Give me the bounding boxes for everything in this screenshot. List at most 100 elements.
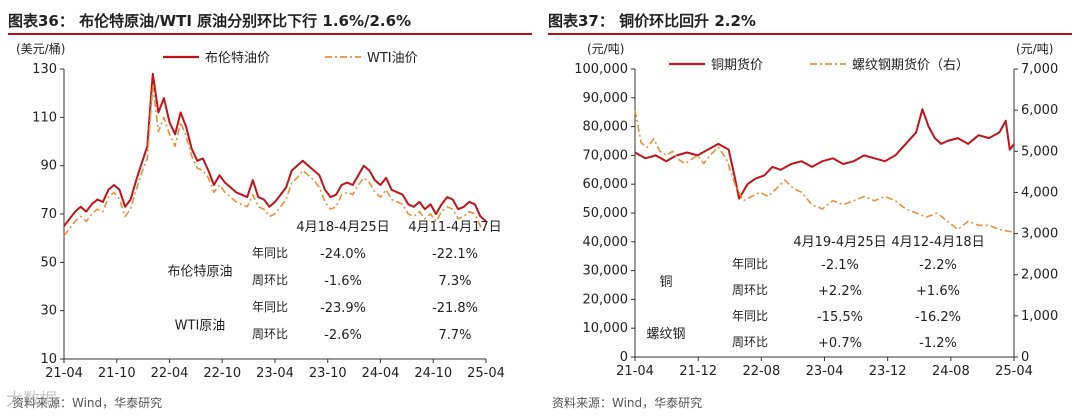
oil-chart-panel: 图表36： 布伦特原油/WTI 原油分别环比下行 1.6%/2.6% 10 30 5… bbox=[6, 10, 532, 410]
y-tick-label: 80,000 bbox=[583, 120, 629, 135]
y2-axis-unit: (元/吨) bbox=[1016, 42, 1053, 56]
y-tick-label: 50,000 bbox=[583, 206, 629, 221]
y-tick-label: 70 bbox=[40, 207, 57, 222]
y-tick-label: 30,000 bbox=[583, 264, 629, 279]
y-tick-label: 30 bbox=[40, 304, 57, 319]
series-line-2 bbox=[63, 85, 487, 237]
table-column-header: 4月18-4月25日 bbox=[296, 220, 389, 235]
legend-label: 铜期货价 bbox=[711, 57, 763, 73]
table-metric-label: 周环比 bbox=[732, 283, 768, 297]
table-group-label: 螺纹钢 bbox=[646, 327, 685, 342]
y2-tick-label: 7,000 bbox=[1021, 62, 1058, 77]
y-tick-label: 110 bbox=[32, 110, 57, 125]
x-tick-label: 21-12 bbox=[679, 364, 717, 379]
figure-heading: 布伦特原油/WTI 原油分别环比下行 1.6%/2.6% bbox=[79, 12, 412, 30]
y2-tick-label: 6,000 bbox=[1021, 103, 1058, 118]
table-column-header: 4月19-4月25日 bbox=[793, 235, 886, 250]
y-tick-label: 70,000 bbox=[583, 148, 629, 163]
x-tick-label: 23-04 bbox=[256, 366, 294, 381]
table-metric-label: 周环比 bbox=[252, 273, 288, 287]
y-tick-label: 60,000 bbox=[583, 177, 629, 192]
watermark: 大数据 bbox=[6, 390, 57, 410]
x-tick-label: 21-04 bbox=[45, 366, 83, 381]
y-tick-label: 130 bbox=[32, 62, 57, 77]
table-cell: -2.2% bbox=[919, 258, 957, 273]
table-column-header: 4月11-4月17日 bbox=[408, 220, 501, 235]
table-cell: -16.2% bbox=[915, 310, 961, 325]
table-cell: 7.3% bbox=[438, 274, 471, 289]
title-rule bbox=[548, 33, 1072, 35]
table-cell: -24.0% bbox=[320, 247, 366, 262]
x-tick-label: 22-04 bbox=[151, 366, 189, 381]
series-line-2 bbox=[634, 109, 1014, 233]
legend-label: 布伦特油价 bbox=[205, 51, 270, 66]
y-tick-label: 10 bbox=[40, 352, 57, 367]
table-group-label: 布伦特原油 bbox=[167, 265, 232, 280]
x-tick-label: 25-04 bbox=[995, 364, 1033, 379]
source-note: 资料来源：Wind，华泰研究 bbox=[12, 396, 163, 410]
x-tick-label: 25-04 bbox=[467, 366, 505, 381]
table-metric-label: 年同比 bbox=[252, 246, 288, 260]
y2-tick-label: 5,000 bbox=[1021, 144, 1058, 159]
x-tick-label: 24-10 bbox=[414, 366, 452, 381]
y-tick-label: 100,000 bbox=[574, 62, 628, 77]
y2-tick-label: 0 bbox=[1021, 350, 1029, 365]
table-cell: -2.6% bbox=[324, 328, 362, 343]
source-note: 资料来源：Wind，华泰研究 bbox=[552, 396, 703, 410]
table-cell: +0.7% bbox=[818, 336, 862, 351]
y-axis-unit: (美元/桶) bbox=[16, 41, 65, 56]
table-cell: -1.2% bbox=[919, 336, 957, 351]
y-tick-label: 10,000 bbox=[583, 321, 629, 336]
table-cell: -1.6% bbox=[324, 274, 362, 289]
table-group-label: 铜 bbox=[659, 275, 672, 290]
x-tick-label: 24-08 bbox=[932, 364, 970, 379]
y-tick-label: 0 bbox=[620, 350, 628, 365]
x-tick-label: 21-10 bbox=[98, 366, 136, 381]
series-line-1 bbox=[634, 108, 1015, 200]
table-cell: -23.9% bbox=[320, 301, 366, 316]
oil-price-chart: 10 30 50 70 90 110 130 (美元/桶) 21-04 21-10 22-04 22-… bbox=[16, 41, 505, 381]
y-tick-label: 90,000 bbox=[583, 91, 629, 106]
table-cell: 7.7% bbox=[438, 328, 471, 343]
table-metric-label: 周环比 bbox=[252, 327, 288, 341]
figure-number: 图表37： bbox=[548, 12, 614, 30]
legend-label: WTI油价 bbox=[367, 51, 418, 66]
table-cell: -21.8% bbox=[432, 301, 478, 316]
table-column-header: 4月12-4月18日 bbox=[891, 235, 984, 250]
y-tick-label: 40,000 bbox=[583, 235, 629, 250]
chart-title: 图表37： 铜价环比回升 2.2% bbox=[548, 10, 756, 31]
copper-chart-panel: 图表37： 铜价环比回升 2.2% 0 10,000 20,000 30,000 40,… bbox=[540, 0, 1080, 417]
table-metric-label: 年同比 bbox=[252, 300, 288, 314]
series-line-1 bbox=[63, 72, 487, 227]
y2-tick-label: 1,000 bbox=[1021, 309, 1058, 324]
x-tick-label: 21-04 bbox=[616, 364, 654, 379]
table-metric-label: 年同比 bbox=[732, 257, 768, 271]
y-tick-label: 20,000 bbox=[583, 292, 629, 307]
x-tick-label: 22-08 bbox=[742, 364, 780, 379]
y-tick-label: 90 bbox=[40, 159, 57, 174]
y-axis-unit: (元/吨) bbox=[587, 42, 624, 56]
x-tick-label: 23-12 bbox=[869, 364, 907, 379]
y2-tick-label: 2,000 bbox=[1021, 268, 1058, 283]
figure-number: 图表36： bbox=[8, 12, 74, 30]
table-cell: +2.2% bbox=[818, 284, 862, 299]
table-cell: -2.1% bbox=[821, 258, 859, 273]
table-metric-label: 年同比 bbox=[732, 309, 768, 323]
table-cell: +1.6% bbox=[916, 284, 960, 299]
x-tick-label: 24-04 bbox=[362, 366, 400, 381]
x-tick-label: 22-10 bbox=[203, 366, 241, 381]
figure-heading: 铜价环比回升 2.2% bbox=[619, 12, 756, 30]
y2-tick-label: 3,000 bbox=[1021, 227, 1058, 242]
chart-title: 图表36： 布伦特原油/WTI 原油分别环比下行 1.6%/2.6% bbox=[8, 10, 411, 31]
x-tick-label: 23-10 bbox=[309, 366, 347, 381]
legend-label: 螺纹钢期货价（右） bbox=[852, 57, 969, 73]
table-group-label: WTI原油 bbox=[175, 319, 226, 334]
title-rule bbox=[8, 33, 532, 35]
x-tick-label: 23-04 bbox=[806, 364, 844, 379]
table-cell: -22.1% bbox=[432, 247, 478, 262]
table-metric-label: 周环比 bbox=[732, 335, 768, 349]
table-cell: -15.5% bbox=[817, 310, 863, 325]
y-tick-label: 50 bbox=[40, 255, 57, 270]
copper-steel-price-chart: 0 10,000 20,000 30,000 40,000 50,000 60,000 70,… bbox=[574, 42, 1058, 379]
y2-tick-label: 4,000 bbox=[1021, 185, 1058, 200]
